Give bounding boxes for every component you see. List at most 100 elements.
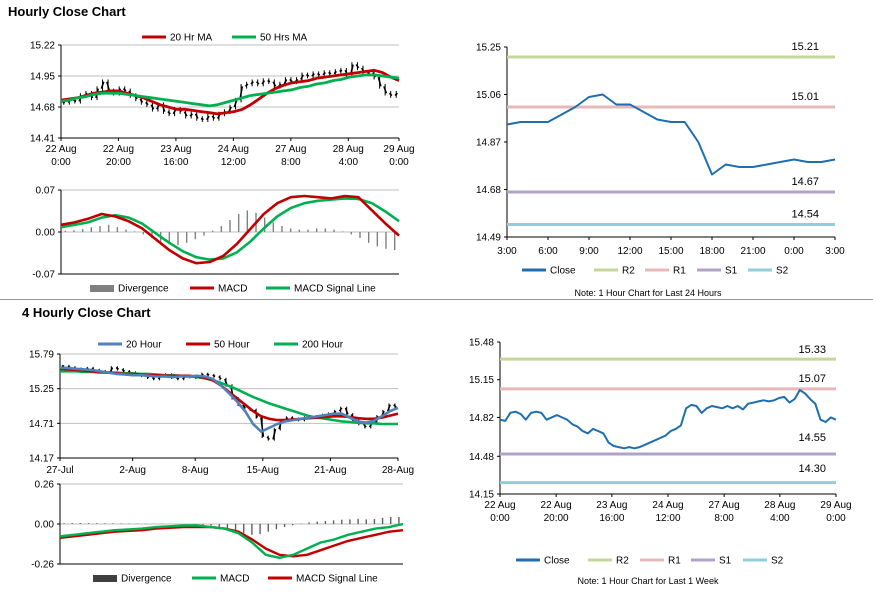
four-hourly-price-legend-ma200-label: 200 Hour (302, 340, 344, 351)
close-24h-ytick-label: 14.49 (476, 233, 501, 244)
close-1w-xtick-label: 28 Aug (764, 500, 795, 511)
close-24h-xtick-label: 0:00 (784, 246, 804, 257)
close-24h-level-s2-label: 14.54 (791, 209, 819, 221)
four-hourly-price-candle-body (218, 375, 222, 380)
close-1w-xtick-label: 4:00 (770, 513, 790, 524)
four-hourly-price-candle-body (362, 423, 367, 428)
close-24h-ytick-label: 14.87 (476, 138, 501, 149)
close-24h-level-r2-label: 15.21 (791, 41, 819, 53)
four-hourly-price-xtick-label: 15-Aug (247, 465, 279, 476)
four-hourly-macd-legend-divergence-swatch (93, 575, 117, 582)
hourly-price-candle-body (250, 81, 254, 85)
hourly-price-legend-ma20-label: 20 Hr MA (170, 33, 213, 44)
hourly-price-candle-body (211, 115, 216, 120)
section-divider (0, 299, 873, 300)
four-hourly-price-candle-body (338, 407, 343, 412)
close-24h-level-s1-label: 14.67 (791, 176, 819, 188)
hourly-macd-legend-macd-label: MACD (218, 284, 247, 295)
hourly-price-xtick-label: 16:00 (163, 157, 188, 168)
close-1w-ytick-label: 14.48 (469, 452, 494, 463)
close-24h-level-r1-label: 15.01 (791, 91, 819, 103)
close-24h-xtick-label: 3:00 (497, 246, 517, 257)
close-24h-ytick-label: 15.06 (476, 90, 501, 101)
four-hourly-macd-line (59, 522, 404, 559)
four-hourly-price-candle-body (386, 404, 391, 412)
close-24h-ytick-label: 15.25 (476, 43, 501, 54)
hourly-price-xtick-label: 28 Aug (333, 144, 364, 155)
close-24h-legend-r1-label: R1 (673, 266, 686, 277)
hourly-price-candle-body (283, 79, 288, 85)
hourly-section-title: Hourly Close Chart (8, 4, 126, 19)
four-hourly-macd-legend-signal-label: MACD Signal Line (296, 574, 378, 585)
hourly-price-xtick-label: 0:00 (51, 157, 71, 168)
close-24h-close-line (506, 93, 836, 176)
four-hourly-price-xtick-label: 21-Aug (314, 465, 346, 476)
four-hourly-price-ytick-label: 15.79 (29, 350, 54, 361)
hourly-price-xtick-label: 8:00 (281, 157, 301, 168)
hourly-price-xtick-label: 27 Aug (275, 144, 306, 155)
hourly-price-candle-body (300, 74, 304, 80)
hourly-price-candle-body (122, 88, 127, 92)
four-hourly-macd-legend-divergence-label: Divergence (121, 574, 172, 585)
four-hourly-macd-ytick-label: 0.26 (35, 480, 55, 491)
hourly-price-candle-body (194, 113, 199, 119)
close-1w-xtick-label: 0:00 (826, 513, 846, 524)
four-hourly-price-candle-body (344, 407, 349, 415)
hourly-price-candle-body (289, 78, 293, 83)
hourly-price-candle-body (355, 64, 360, 69)
hourly-price-series-ma20 (60, 68, 400, 116)
hourly-price-candle-body (205, 115, 210, 121)
close-1w-xtick-label: 24 Aug (652, 500, 683, 511)
hourly-price-candle-body (183, 111, 188, 117)
four-hourly-price-candle-body (260, 417, 265, 437)
close-1w-level-s1-label: 14.55 (798, 432, 826, 444)
hourly-price-xtick-label: 23 Aug (160, 144, 191, 155)
four-hourly-price-xtick-label: 28-Aug (382, 465, 414, 476)
close-24h-legend-s2-label: S2 (776, 266, 789, 277)
hourly-macd-ytick-label: 0.07 (36, 186, 56, 197)
hourly-price-candle-body (244, 83, 249, 87)
close-24h-xtick-label: 6:00 (538, 246, 558, 257)
hourly-price-candle-body (73, 99, 77, 102)
close-1w-xtick-label: 22 Aug (541, 500, 572, 511)
close-1w-ytick-label: 14.15 (469, 490, 494, 501)
hourly-price-xtick-label: 20:00 (106, 157, 131, 168)
hourly-macd-legend-divergence-swatch (90, 285, 114, 292)
hourly-price-xtick-label: 0:00 (389, 157, 409, 168)
four-hourly-price-candle-body (242, 404, 246, 409)
hourly-price-ytick-label: 14.41 (30, 134, 55, 145)
hourly-price-candle-body (255, 81, 260, 85)
hourly-price-xtick-label: 12:00 (221, 157, 246, 168)
hourly-macd-signal-line (60, 197, 400, 261)
hourly-macd-legend-signal-label: MACD Signal Line (294, 284, 376, 295)
hourly-price-candle-body (145, 101, 149, 106)
four-hourly-price-candle-body (115, 366, 120, 371)
hourly-price-xtick-label: 22 Aug (45, 144, 76, 155)
four-hourly-price-legend-ma50-label: 50 Hour (214, 340, 250, 351)
close-1w-xtick-label: 20:00 (544, 513, 569, 524)
hourly-price-candle-body (100, 81, 105, 89)
four-hourly-price-ytick-label: 14.71 (29, 419, 54, 430)
hourly-price-ytick-label: 14.68 (30, 103, 55, 114)
hourly-price-candle-body (322, 71, 326, 76)
hourly-price-series-ma50 (60, 73, 400, 108)
close-1w-xtick-label: 0:00 (490, 513, 510, 524)
four-hourly-price-candle-body (266, 436, 271, 440)
close-24h-xtick-label: 9:00 (579, 246, 599, 257)
four-hourly-price-ytick-label: 15.25 (29, 384, 54, 395)
hourly-price-xtick-label: 24 Aug (218, 144, 249, 155)
close-24h-ytick-label: 14.68 (476, 185, 501, 196)
close-1w-xtick-label: 23 Aug (596, 500, 627, 511)
close-24h-legend-s1-label: S1 (725, 266, 738, 277)
close-1w-ytick-label: 15.48 (469, 338, 494, 349)
hourly-price-candle-body (150, 104, 155, 110)
close-1w-xtick-label: 22 Aug (484, 500, 515, 511)
hourly-macd-ytick-label: 0.00 (36, 228, 56, 239)
four-hourly-price-candle-body (206, 373, 210, 376)
four-hourly-price-xtick-label: 2-Aug (119, 465, 146, 476)
hourly-price-legend-ma50-label: 50 Hrs MA (260, 33, 308, 44)
hourly-price-ytick-label: 15.22 (30, 41, 55, 52)
hourly-price-candle-body (333, 70, 338, 75)
close-1w-close-line (499, 389, 837, 450)
